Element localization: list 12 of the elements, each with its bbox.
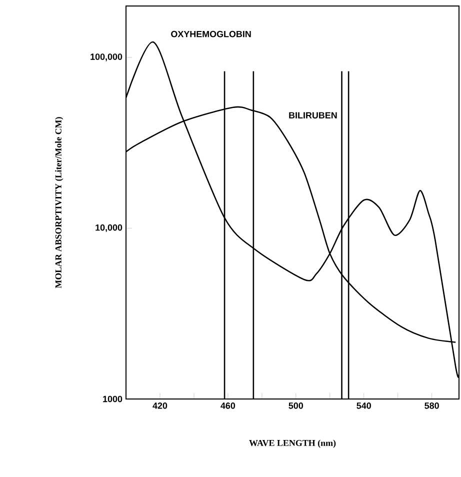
x-tick-label: 580 xyxy=(424,402,439,409)
y-tick-label: 1000 xyxy=(103,396,122,402)
series-label: BILIRUBEN xyxy=(289,112,337,118)
x-tick-label: 460 xyxy=(220,402,236,409)
y-axis-title: MOLAR ABSORPTIVITY (Liter/Mole CM) xyxy=(55,117,64,288)
x-axis-title: WAVE LENGTH (nm) xyxy=(249,440,336,448)
x-tick-label: 540 xyxy=(356,402,371,409)
x-tick-label: 500 xyxy=(288,402,304,409)
y-tick-label: 10,000 xyxy=(96,224,122,232)
y-tick-label: 100,000 xyxy=(90,54,122,62)
series-label: OXYHEMOGLOBIN xyxy=(171,30,251,38)
x-tick-label: 420 xyxy=(152,402,168,409)
